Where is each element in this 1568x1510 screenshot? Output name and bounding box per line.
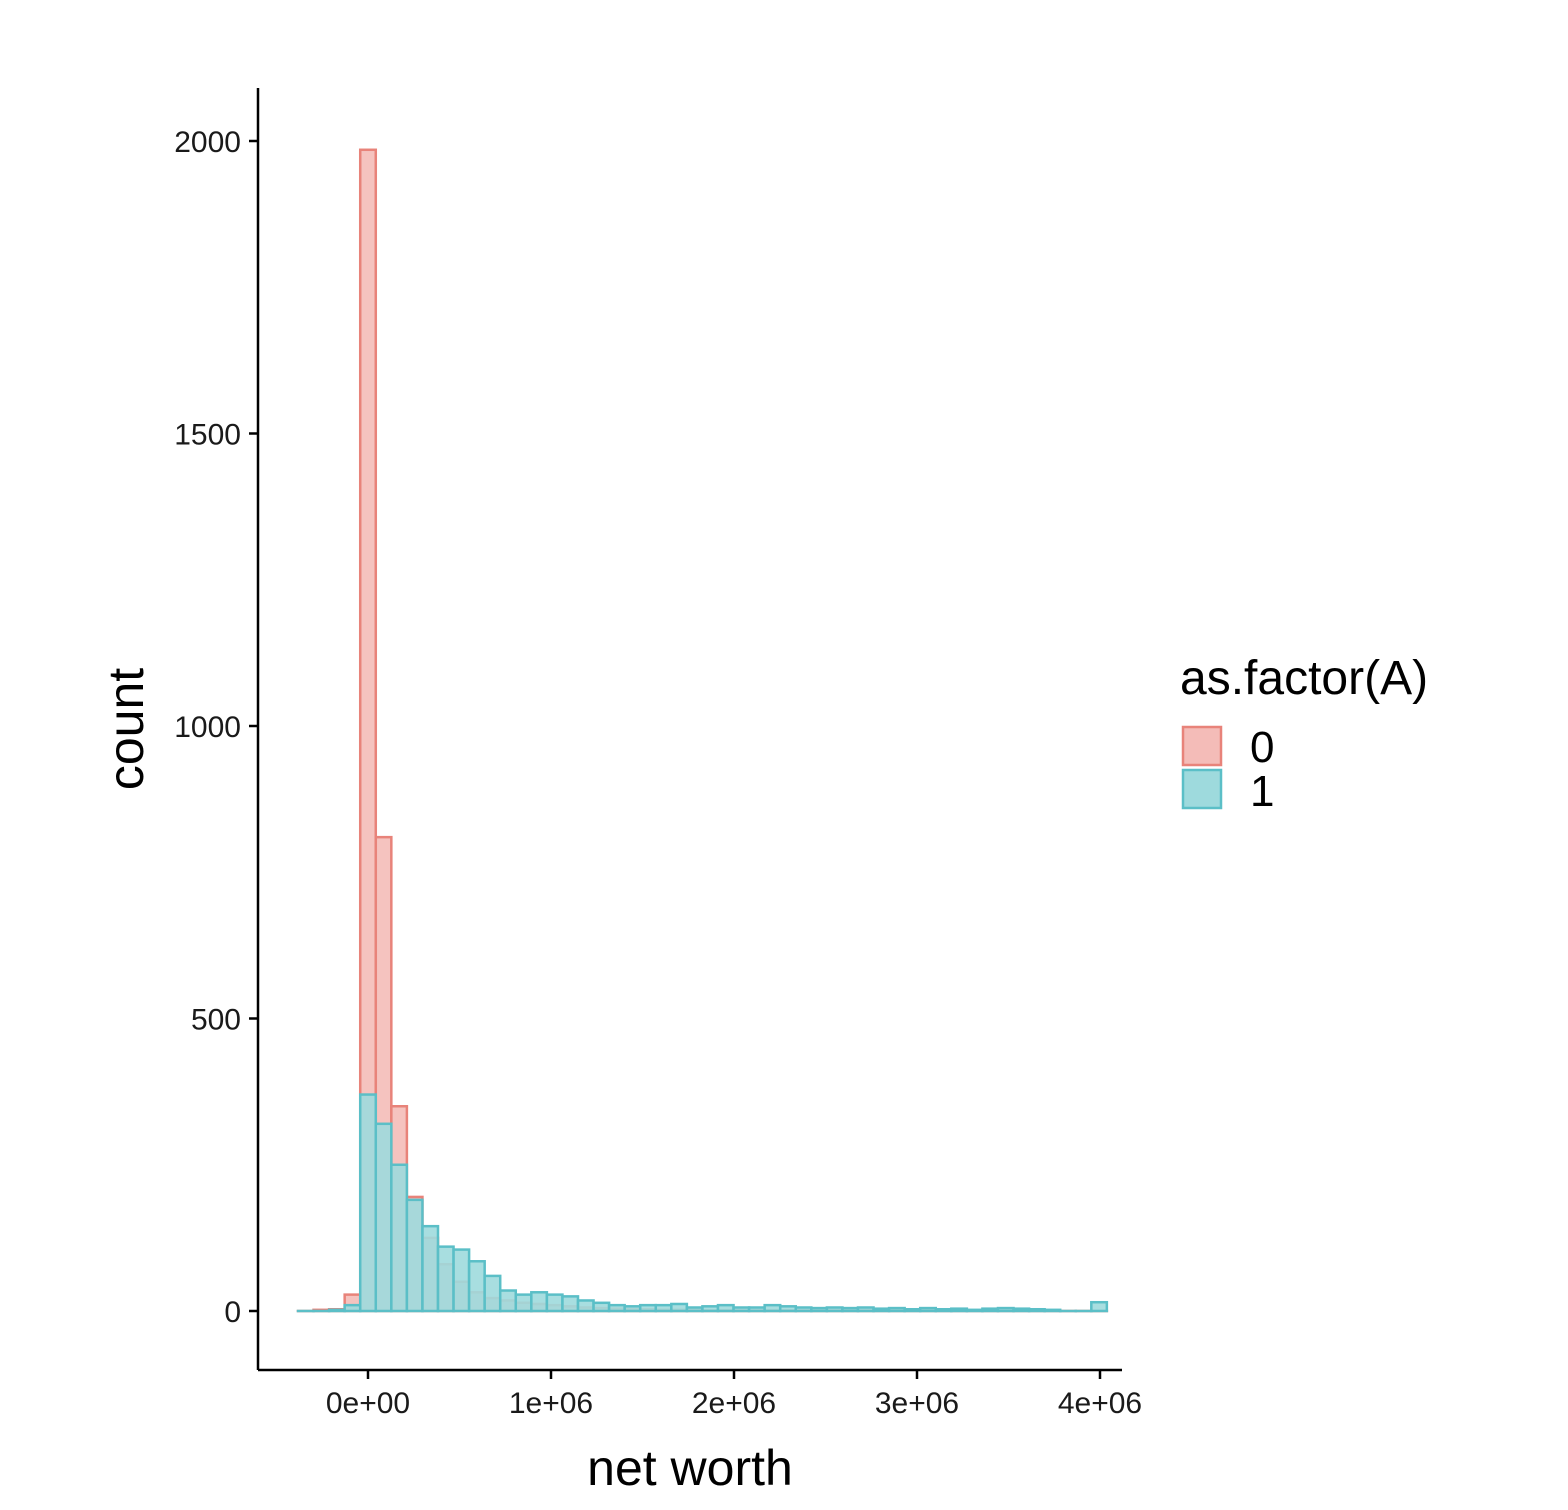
bar-series-1-bin-46 [1012, 1307, 1031, 1313]
bar-series-1-bin-31 [778, 1305, 798, 1313]
bar-series-1-bin-2 [327, 1308, 346, 1313]
bar-series-1-bin-33 [810, 1306, 829, 1313]
bar-series-1-bin-21 [623, 1305, 642, 1313]
bar-series-1-bin-27 [716, 1303, 735, 1313]
bar-series-1-bin-19 [592, 1301, 611, 1313]
bar-series-1-bin-51 [1090, 1300, 1109, 1313]
bar-series-1-bin-43 [965, 1308, 984, 1313]
legend-label-1: 1 [1250, 767, 1274, 816]
legend-key-1 [1181, 768, 1223, 810]
ticks-layer: 0 500 1000 1500 2000 0e+00 1e+06 2e+06 3e+06 4e+0… [174, 126, 1142, 1420]
y-tick-label-1: 500 [191, 1004, 241, 1037]
bar-series-1-bin-39 [903, 1307, 922, 1313]
series-1 [296, 1093, 1109, 1313]
bar-series-1-bin-41 [934, 1307, 953, 1313]
bar-series-1-bin-29 [747, 1306, 766, 1313]
bar-series-1-bin-8 [421, 1224, 440, 1313]
y-tick-label-3: 1500 [174, 419, 241, 452]
bar-series-1-bin-24 [670, 1302, 689, 1313]
bar-series-1-bin-7 [405, 1198, 424, 1313]
bar-series-1-bin-18 [576, 1299, 595, 1313]
bar-series-1-bin-30 [763, 1303, 782, 1313]
bar-series-1-bin-38 [887, 1306, 906, 1313]
bar-series-1-bin-3 [343, 1303, 362, 1313]
bar-series-1-bin-23 [654, 1303, 673, 1313]
bar-series-1-bin-28 [732, 1306, 751, 1313]
bar-series-1-bin-16 [545, 1293, 564, 1313]
bar-series-1-bin-36 [856, 1306, 875, 1313]
bar-series-1-bin-11 [467, 1260, 486, 1313]
legend: as.factor(A) 0 1 [1180, 652, 1428, 816]
bar-series-1-bin-6 [390, 1163, 409, 1313]
x-tick-label-2: 2e+06 [692, 1387, 776, 1420]
bar-series-1-bin-5 [374, 1122, 393, 1313]
bar-series-1-bin-37 [872, 1307, 891, 1313]
x-tick-label-1: 1e+06 [509, 1387, 593, 1420]
bar-series-1-bin-47 [1027, 1307, 1046, 1313]
axes-layer [256, 88, 1122, 1372]
bar-series-1-bin-26 [701, 1305, 720, 1313]
bars-layer [296, 148, 1109, 1313]
bar-series-1-bin-4 [358, 1093, 378, 1313]
legend-label-0: 0 [1250, 723, 1274, 772]
y-axis-title: count [98, 668, 154, 790]
x-axis-title: net worth [587, 1440, 793, 1496]
bar-series-1-bin-12 [483, 1274, 502, 1313]
bar-series-1-bin-48 [1043, 1308, 1062, 1313]
bar-series-1-bin-42 [950, 1307, 969, 1313]
bar-series-1-bin-9 [436, 1245, 455, 1313]
bar-series-1-bin-32 [794, 1306, 813, 1313]
bar-series-1-bin-22 [638, 1303, 658, 1313]
bar-series-1-bin-15 [530, 1291, 549, 1313]
bar-series-1-bin-25 [685, 1306, 704, 1313]
bar-series-1-bin-34 [825, 1306, 844, 1313]
x-tick-label-4: 4e+06 [1058, 1387, 1142, 1420]
legend-key-0 [1181, 725, 1223, 767]
bar-series-1-bin-40 [918, 1306, 938, 1313]
bar-series-1-bin-17 [561, 1295, 580, 1313]
bar-series-1-bin-10 [452, 1248, 471, 1313]
series-0 [296, 148, 1109, 1313]
legend-title: as.factor(A) [1180, 652, 1428, 705]
y-tick-label-0: 0 [224, 1296, 241, 1329]
bar-series-1-bin-44 [981, 1307, 1000, 1313]
bar-series-1-bin-14 [514, 1293, 533, 1313]
y-tick-label-4: 2000 [174, 126, 241, 159]
bar-series-1-bin-45 [996, 1306, 1015, 1313]
bar-series-1-bin-13 [498, 1289, 518, 1313]
y-tick-label-2: 1000 [174, 711, 241, 744]
x-tick-label-3: 3e+06 [875, 1387, 959, 1420]
x-tick-label-0: 0e+00 [326, 1387, 410, 1420]
bar-series-1-bin-20 [607, 1303, 626, 1313]
bar-series-1-bin-35 [841, 1306, 860, 1313]
